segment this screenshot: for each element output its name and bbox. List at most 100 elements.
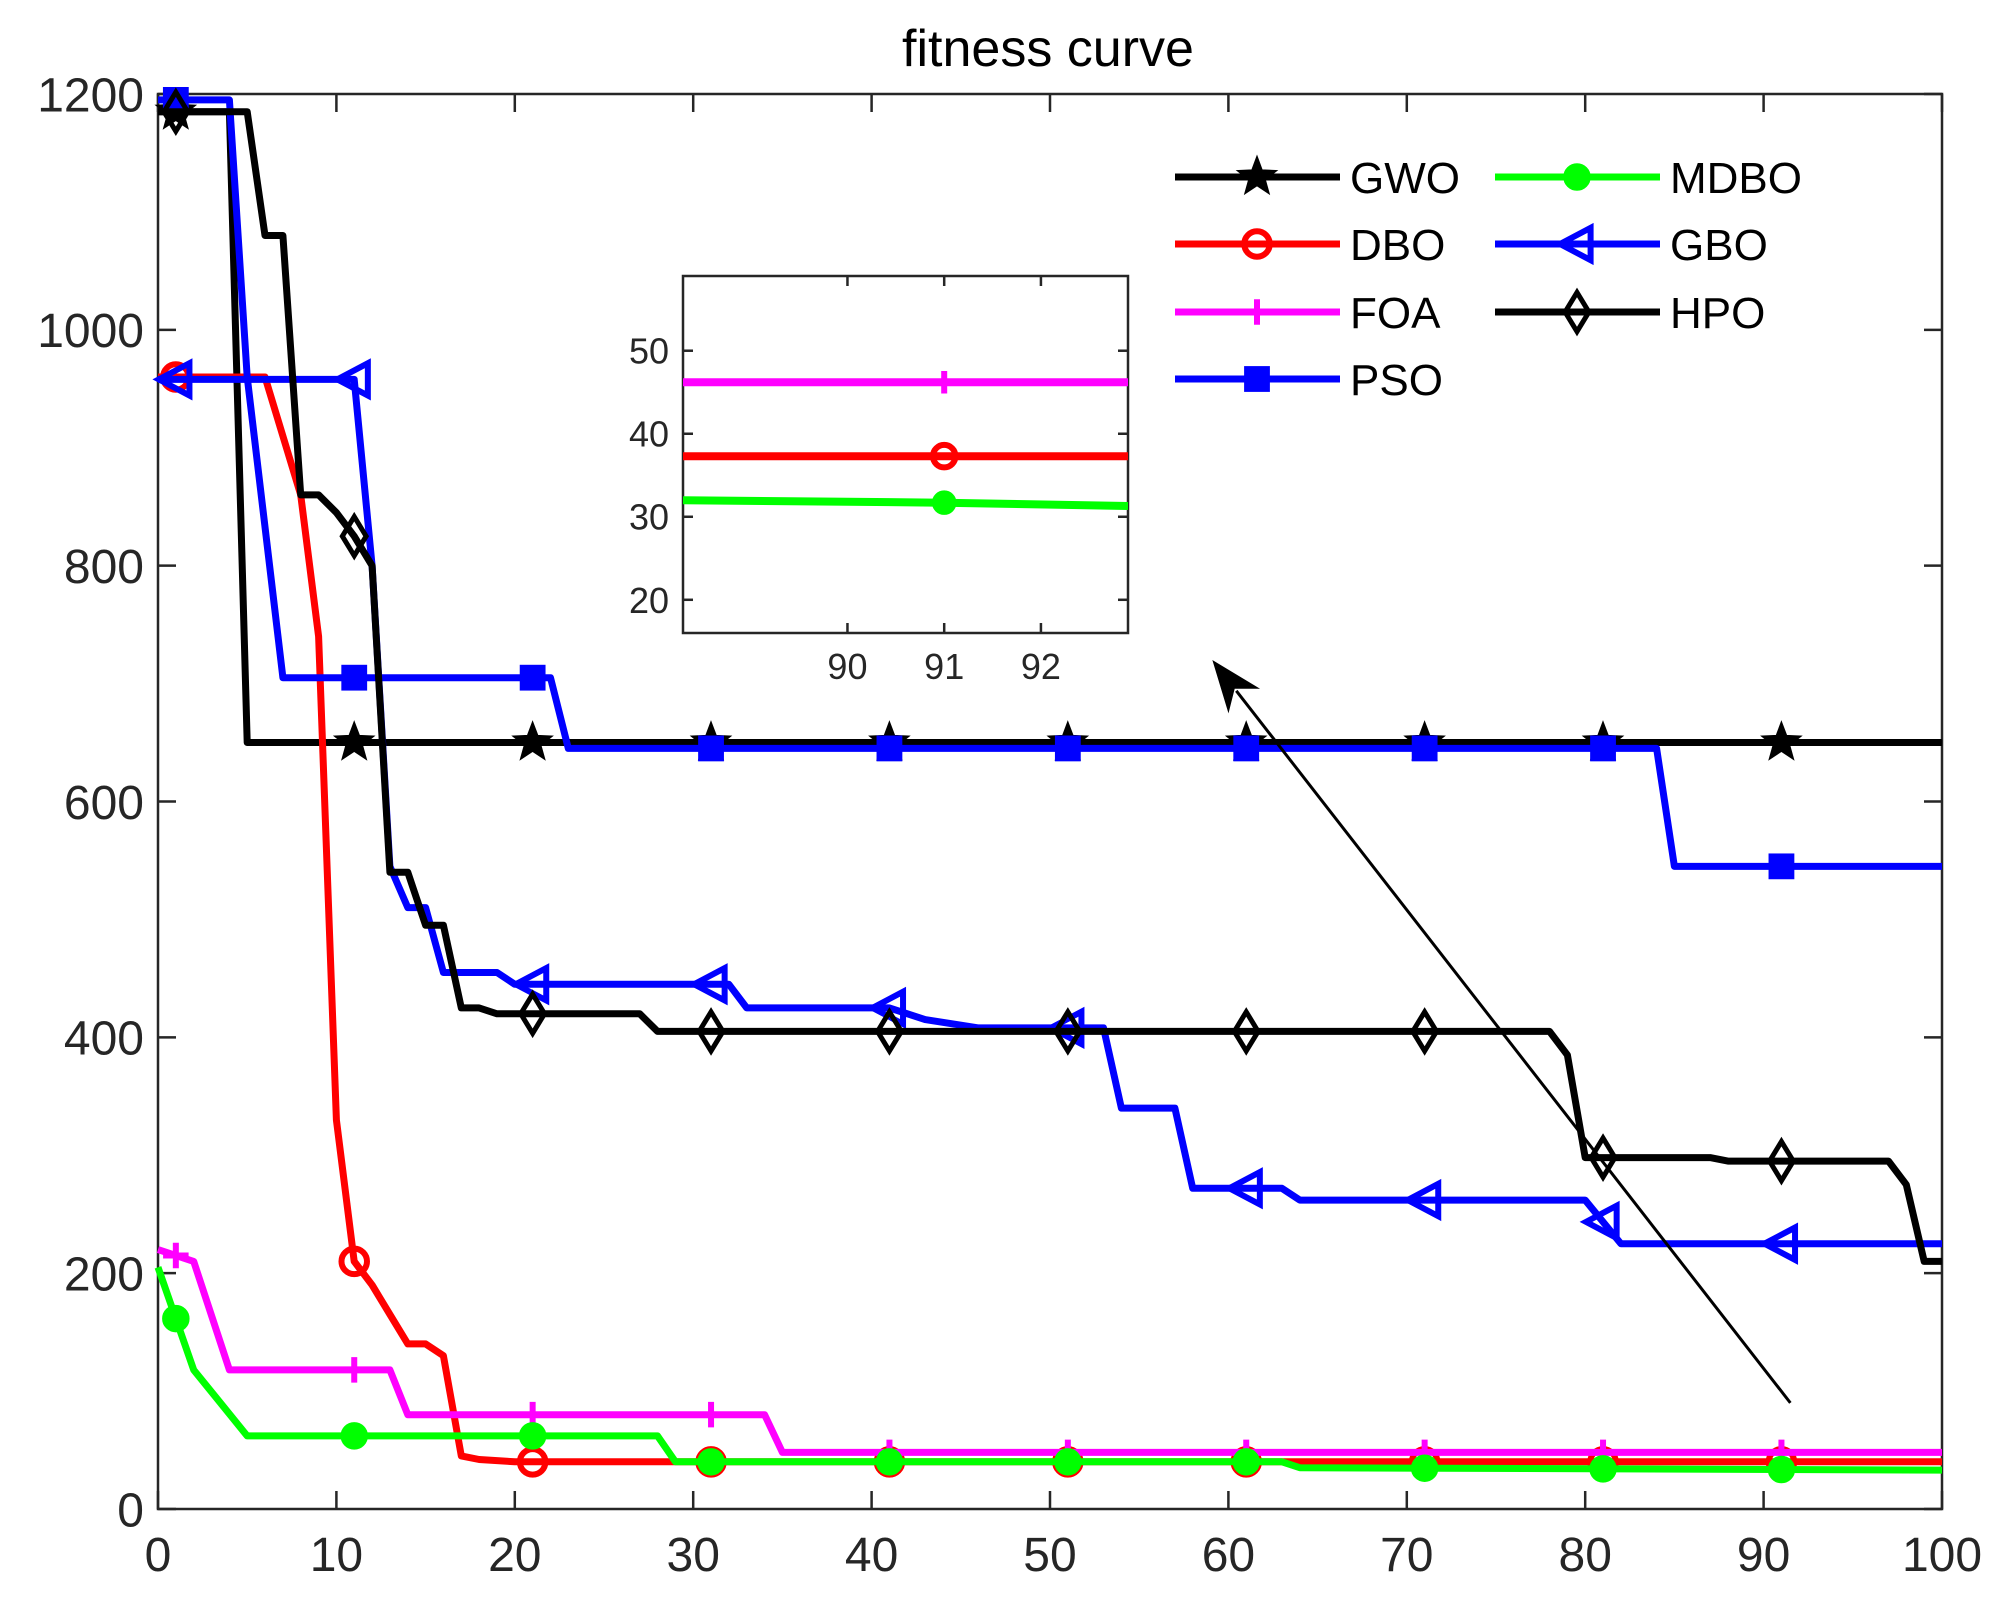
- inset-y-tick-label: 30: [629, 497, 669, 538]
- inset-y-tick-label: 40: [629, 414, 669, 455]
- data-point-pso: [341, 664, 368, 691]
- data-point-mdbo: [1410, 1454, 1439, 1482]
- data-point-hpo: [161, 87, 191, 137]
- chart-title: fitness curve: [902, 20, 1194, 78]
- series-line-dbo: [158, 373, 1942, 1466]
- x-tick-label: 30: [667, 1529, 720, 1582]
- y-tick-label: 600: [64, 777, 144, 830]
- legend-item-pso: PSO: [1175, 356, 1443, 405]
- legend-label-gbo: GBO: [1670, 221, 1768, 270]
- x-tick-label: 90: [1737, 1529, 1790, 1582]
- legend-item-dbo: DBO: [1175, 221, 1445, 270]
- series-line-mdbo: [154, 1266, 1943, 1474]
- x-tick-label: 70: [1380, 1529, 1433, 1582]
- data-point-pso: [876, 735, 903, 762]
- legend-marker-hpo: [1562, 287, 1592, 337]
- legend-marker-gwo: [1235, 154, 1279, 196]
- series-line-pso: [158, 96, 1942, 870]
- inset-x-tick-label: 91: [924, 646, 964, 687]
- legend-item-hpo: HPO: [1495, 287, 1765, 338]
- inset-data-point-mdbo: [931, 490, 957, 515]
- annotation-layer: [1212, 660, 1792, 1404]
- legend-item-foa: FOA: [1175, 289, 1441, 338]
- data-point-hpo: [1231, 1007, 1262, 1056]
- series-line-hpo: [158, 108, 1942, 1265]
- inset-series-dbo: [683, 441, 1128, 471]
- data-point-gbo: [1579, 1200, 1620, 1243]
- legend-label-gwo: GWO: [1350, 154, 1460, 203]
- data-point-pso: [1233, 735, 1260, 762]
- data-point-mdbo: [1054, 1448, 1082, 1476]
- x-tick-label: 0: [145, 1529, 172, 1582]
- series-hpo: [158, 87, 1942, 1265]
- legend-marker-pso: [1244, 366, 1270, 392]
- data-point-foa: [698, 1401, 724, 1428]
- data-point-pso: [1590, 735, 1616, 762]
- legend-marker-dbo: [1241, 228, 1273, 260]
- data-point-foa: [341, 1357, 367, 1383]
- data-point-mdbo: [875, 1448, 904, 1476]
- x-tick-label: 20: [488, 1529, 541, 1582]
- data-point-pso: [1054, 735, 1081, 762]
- legend-label-hpo: HPO: [1670, 289, 1765, 338]
- data-point-hpo: [517, 989, 548, 1039]
- legend-marker-foa: [1244, 299, 1270, 325]
- data-point-mdbo: [697, 1448, 725, 1476]
- series-pso: [158, 86, 1942, 880]
- legend: GWO DBO FOA PSO MDBO GBO HPO: [1175, 154, 1802, 405]
- data-point-pso: [1768, 853, 1795, 880]
- data-point-gwo: [1760, 720, 1803, 761]
- data-point-hpo: [1409, 1007, 1440, 1056]
- data-point-gbo: [1401, 1178, 1442, 1222]
- data-point-mdbo: [162, 1304, 190, 1333]
- inset-layer: 90 91 92 20 30 40 50: [629, 274, 1130, 687]
- legend-label-mdbo: MDBO: [1670, 154, 1802, 203]
- y-tick-label: 800: [64, 541, 144, 594]
- legend-item-mdbo: MDBO: [1495, 154, 1802, 203]
- data-point-hpo: [696, 1007, 726, 1056]
- x-tick-label: 40: [845, 1529, 898, 1582]
- data-point-gwo: [511, 720, 554, 761]
- data-point-hpo: [1053, 1007, 1083, 1056]
- y-tick-label: 400: [64, 1013, 144, 1066]
- legend-item-gbo: GBO: [1495, 221, 1768, 270]
- legend-label-dbo: DBO: [1350, 221, 1445, 270]
- legend-label-foa: FOA: [1350, 289, 1441, 338]
- x-tick-label: 10: [310, 1529, 363, 1582]
- legend-marker-mdbo: [1563, 163, 1591, 191]
- data-point-hpo: [339, 511, 370, 561]
- y-tick-label: 200: [64, 1248, 144, 1301]
- inset-x-tick-label: 92: [1021, 646, 1061, 687]
- arrow-shaft: [1235, 689, 1792, 1404]
- series-mdbo: [154, 1266, 1943, 1484]
- data-point-pso: [1411, 735, 1438, 762]
- x-tick-label: 80: [1559, 1529, 1612, 1582]
- x-tick-label: 50: [1023, 1529, 1076, 1582]
- x-tick-label: 60: [1202, 1529, 1255, 1582]
- legend-marker-gbo: [1553, 222, 1594, 266]
- inset-x-tick-label: 90: [827, 646, 867, 687]
- data-point-foa: [163, 1242, 189, 1269]
- y-tick-label: 1000: [37, 305, 144, 358]
- series-layer: [152, 86, 1943, 1484]
- data-point-mdbo: [1232, 1448, 1260, 1476]
- data-point-gbo: [152, 358, 193, 401]
- arrow-head: [1212, 660, 1261, 714]
- data-point-gbo: [1222, 1167, 1263, 1210]
- data-point-gbo: [330, 358, 371, 401]
- data-point-hpo: [874, 1007, 905, 1056]
- data-point-gwo: [332, 720, 376, 761]
- data-point-gbo: [687, 963, 728, 1006]
- y-tick-label: 0: [117, 1484, 144, 1537]
- x-tick-label: 100: [1902, 1529, 1982, 1582]
- legend-label-pso: PSO: [1350, 356, 1443, 405]
- data-point-mdbo: [340, 1422, 368, 1450]
- data-point-gbo: [1758, 1222, 1799, 1265]
- inset-y-tick-label: 50: [629, 331, 669, 372]
- inset-series-mdbo: [682, 490, 1129, 515]
- inset-data-point-foa: [932, 371, 956, 394]
- inset-y-tick-label: 20: [629, 580, 669, 621]
- data-point-mdbo: [518, 1422, 547, 1450]
